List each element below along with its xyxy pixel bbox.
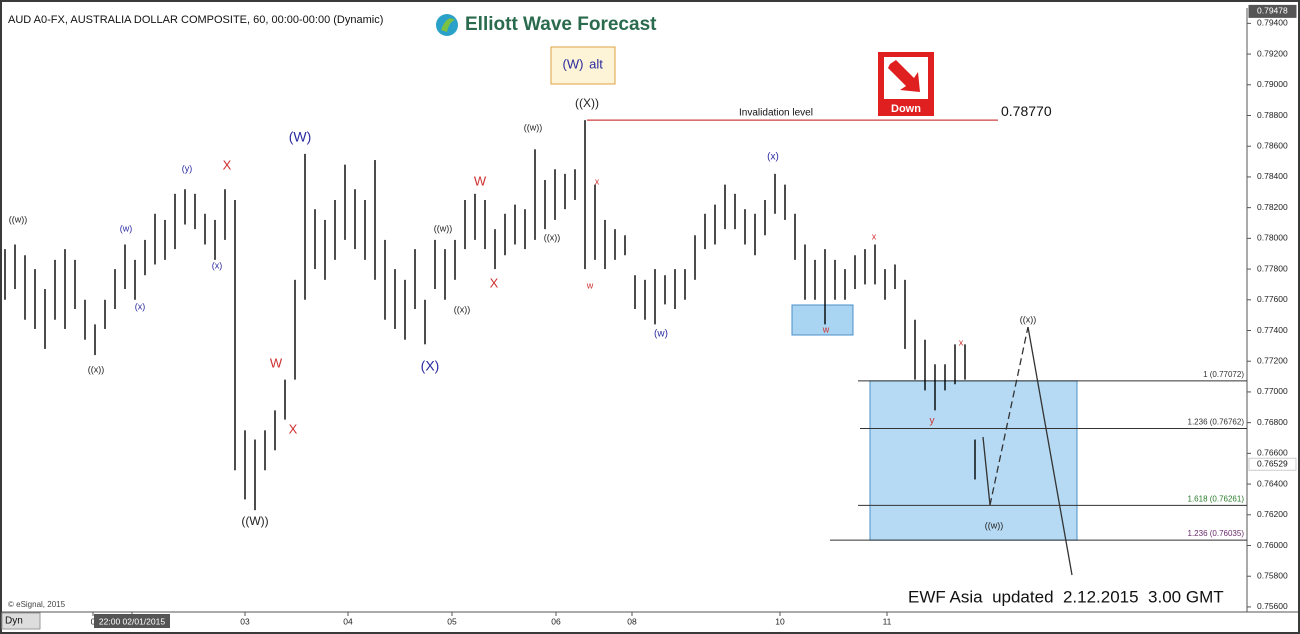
- projection-line: [982, 436, 991, 506]
- alt-text: alt: [589, 56, 603, 71]
- wave-label: ((X)): [575, 96, 599, 110]
- projection: [982, 326, 1073, 576]
- x-tick-label: 08: [627, 616, 637, 626]
- x-tick-label: 0: [91, 616, 96, 626]
- badge-arrow: [888, 60, 920, 92]
- y-tick-label: 0.78800: [1257, 110, 1288, 120]
- brand: Elliott Wave Forecast: [465, 14, 657, 35]
- wave-label: W: [474, 173, 487, 188]
- x-tick-label: 05: [447, 616, 457, 626]
- wave-label: ((w)): [434, 223, 453, 233]
- corner-label: Dyn: [5, 616, 23, 627]
- alt-box: [550, 46, 616, 85]
- wave-label: ((w)): [985, 520, 1004, 530]
- wave-label: X: [223, 157, 232, 172]
- invalidation-price: 0.78770: [1001, 103, 1052, 119]
- wave-label: X: [490, 275, 499, 290]
- wave-label: w: [822, 324, 830, 334]
- y-tick-label: 0.75800: [1257, 570, 1288, 580]
- wave-label: (w): [120, 223, 133, 233]
- price-marker-label: 0.76529: [1257, 459, 1288, 469]
- wave-label: (x): [212, 260, 223, 270]
- y-tick-label: 0.77800: [1257, 263, 1288, 273]
- down-badge: Down: [878, 52, 934, 116]
- fib-label: 1.236 (0.76762): [1188, 418, 1245, 427]
- projection-line: [989, 326, 1029, 506]
- wave-label: ((x)): [544, 232, 561, 242]
- wave-label: x: [872, 231, 877, 241]
- alt-wave: (W): [563, 56, 584, 71]
- corner-box: [1, 612, 41, 630]
- wave-label: x: [595, 176, 600, 186]
- y-tick-label: 0.76400: [1257, 478, 1288, 488]
- fib-label: 1 (0.77072): [1203, 370, 1244, 379]
- y-tick-label: 0.79000: [1257, 79, 1288, 89]
- y-tick-label: 0.78400: [1257, 171, 1288, 181]
- y-tick-label: 0.76600: [1257, 448, 1288, 458]
- x-tick-label: 22:00 02/01/2015: [99, 616, 165, 626]
- x-tick-label: 10: [775, 616, 785, 626]
- wave-label: ((w)): [9, 214, 28, 224]
- wave-label: ((w)): [524, 122, 543, 132]
- wave-label: ((x)): [454, 304, 471, 314]
- price-marker-box: [1248, 457, 1297, 471]
- x-tick-label: 03: [240, 616, 250, 626]
- wave-label: W: [270, 355, 283, 370]
- wave-label: y: [930, 416, 935, 427]
- projection-line: [1027, 326, 1073, 576]
- wave-label: w: [586, 280, 594, 290]
- wave-label: (W): [289, 129, 312, 145]
- y-tick-label: 0.77200: [1257, 355, 1288, 365]
- y-tick-label: 0.76800: [1257, 417, 1288, 427]
- fib-label: 1.236 (0.76035): [1188, 529, 1245, 538]
- y-tick-label: 0.76000: [1257, 540, 1288, 550]
- y-tick-label: 0.79200: [1257, 48, 1288, 58]
- x-tick-label: 06: [551, 616, 561, 626]
- wave-label: ((x)): [88, 364, 105, 374]
- fib-label: 1.618 (0.76261): [1188, 495, 1245, 504]
- price-marker-label: 0.79478: [1257, 6, 1288, 16]
- x-tick-label: 11: [883, 616, 892, 626]
- wave-label: X: [289, 421, 298, 436]
- wave-label: ((x)): [1020, 314, 1037, 324]
- y-tick-label: 0.78000: [1257, 233, 1288, 243]
- target-zone: [869, 380, 1078, 541]
- wave-label: (x): [767, 152, 779, 163]
- invalidation-text: Invalidation level: [739, 108, 813, 119]
- x-tick-label: 04: [343, 616, 353, 626]
- wave-label: (w): [654, 329, 668, 340]
- y-tick-label: 0.77400: [1257, 325, 1288, 335]
- footer-note: EWF Asia updated 2.12.2015 3.00 GMT: [908, 587, 1224, 606]
- wave-label: (x): [135, 301, 146, 311]
- price-marker-box: [1248, 4, 1297, 18]
- copyright: © eSignal, 2015: [8, 600, 66, 609]
- chart-title: AUD A0-FX, AUSTRALIA DOLLAR COMPOSITE, 6…: [8, 14, 383, 26]
- logo-icon: [441, 18, 455, 32]
- wave-label: (y): [182, 163, 193, 173]
- y-tick-label: 0.76200: [1257, 509, 1288, 519]
- y-tick-label: 0.77000: [1257, 386, 1288, 396]
- x-tick-highlight: [94, 614, 170, 628]
- logo: Elliott Wave Forecast: [436, 14, 657, 36]
- small-zone: [791, 304, 854, 336]
- y-tick-label: 0.75600: [1257, 601, 1288, 611]
- y-tick-label: 0.79400: [1257, 18, 1288, 28]
- y-tick-label: 0.77600: [1257, 294, 1288, 304]
- y-tick-label: 0.78200: [1257, 202, 1288, 212]
- wave-label: x: [959, 337, 964, 347]
- badge-text: Down: [891, 103, 921, 115]
- y-tick-label: 0.78600: [1257, 140, 1288, 150]
- wave-label: ((W)): [241, 514, 268, 528]
- wave-label: (X): [421, 358, 440, 374]
